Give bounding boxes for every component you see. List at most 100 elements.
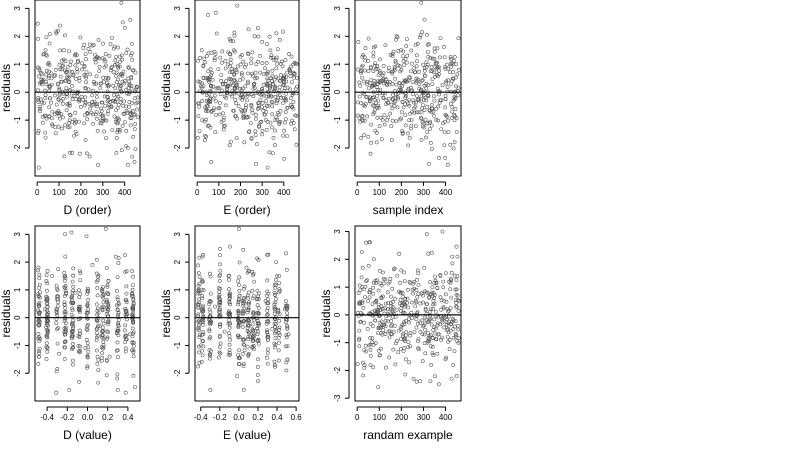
data-point — [449, 376, 454, 381]
data-point — [260, 40, 265, 44]
data-point — [362, 68, 367, 73]
data-point — [234, 136, 239, 141]
data-point — [36, 165, 41, 170]
data-point — [398, 297, 403, 302]
data-point — [383, 77, 388, 82]
data-point — [95, 361, 100, 366]
scatter-panel-4: -0.4 -0.2 0.0 0.2 0.4D (value)-2-10123residu… — [0, 225, 141, 442]
data-point — [82, 42, 87, 47]
data-point — [282, 120, 287, 125]
data-point — [430, 351, 435, 356]
data-point — [250, 344, 255, 349]
data-point — [77, 78, 82, 83]
data-point — [113, 100, 118, 105]
data-point — [63, 306, 68, 310]
data-point — [397, 251, 402, 256]
data-point — [244, 265, 249, 270]
data-point — [128, 17, 133, 22]
data-point — [82, 103, 87, 108]
data-point — [67, 80, 71, 85]
data-point — [64, 329, 68, 334]
data-point — [75, 67, 80, 72]
data-point — [217, 350, 222, 355]
data-point — [224, 96, 229, 100]
data-point — [445, 328, 449, 333]
data-point — [54, 31, 59, 36]
data-point — [131, 68, 136, 73]
data-point — [279, 95, 284, 100]
data-point — [441, 279, 446, 284]
data-point — [100, 335, 105, 340]
data-point — [65, 125, 70, 129]
data-point — [116, 317, 121, 322]
data-point — [437, 55, 442, 60]
y-tick-label: 3 — [333, 6, 342, 11]
data-point — [237, 348, 242, 353]
data-point — [256, 321, 261, 326]
data-point — [209, 109, 214, 113]
data-point — [63, 293, 67, 298]
x-tick-label: 300 — [417, 413, 431, 422]
plot-frame — [354, 0, 462, 177]
data-point — [289, 54, 294, 59]
data-point — [217, 292, 222, 297]
data-point — [455, 254, 460, 259]
data-point — [456, 327, 461, 332]
data-point — [355, 67, 360, 72]
data-point — [254, 161, 258, 166]
data-point — [396, 49, 401, 53]
data-point — [218, 351, 223, 356]
data-point — [45, 305, 50, 309]
data-point — [442, 143, 447, 148]
data-point — [262, 112, 267, 117]
x-tick-label: 200 — [395, 413, 409, 422]
data-point — [369, 78, 374, 83]
data-point — [245, 115, 249, 119]
data-point — [222, 329, 227, 334]
data-point — [46, 61, 51, 65]
data-point — [63, 254, 68, 259]
data-point — [70, 279, 75, 284]
y-tick-label: 2 — [333, 34, 342, 39]
data-point — [103, 52, 108, 57]
data-point — [55, 294, 59, 299]
data-point — [412, 279, 417, 284]
data-point — [404, 37, 409, 42]
data-point — [412, 66, 417, 71]
data-point — [36, 88, 40, 93]
data-point — [62, 278, 67, 283]
data-point — [398, 290, 403, 295]
data-point — [376, 288, 381, 293]
data-point — [223, 59, 228, 63]
data-point — [102, 129, 107, 134]
data-point — [233, 97, 238, 102]
data-point — [121, 104, 126, 108]
data-point — [54, 29, 59, 34]
data-point — [451, 70, 456, 74]
data-point — [385, 290, 390, 295]
data-point — [444, 80, 449, 85]
data-point — [450, 261, 455, 266]
data-point — [376, 325, 381, 330]
data-point — [241, 337, 246, 342]
x-axis-title: D (value) — [63, 428, 112, 442]
data-point — [437, 68, 442, 73]
data-point — [416, 321, 420, 326]
data-point — [378, 307, 383, 312]
data-point — [246, 52, 251, 57]
data-point — [240, 312, 245, 317]
data-point — [402, 322, 407, 327]
data-point — [63, 339, 68, 344]
data-point — [257, 106, 262, 110]
data-point — [209, 70, 214, 75]
data-point — [67, 118, 72, 123]
data-point — [44, 279, 49, 284]
data-point — [256, 34, 261, 39]
data-point — [437, 100, 442, 105]
data-point — [119, 148, 124, 153]
data-point — [114, 288, 119, 293]
data-point — [432, 98, 437, 103]
data-point — [204, 134, 209, 139]
data-point — [236, 353, 241, 358]
data-point — [101, 345, 106, 350]
